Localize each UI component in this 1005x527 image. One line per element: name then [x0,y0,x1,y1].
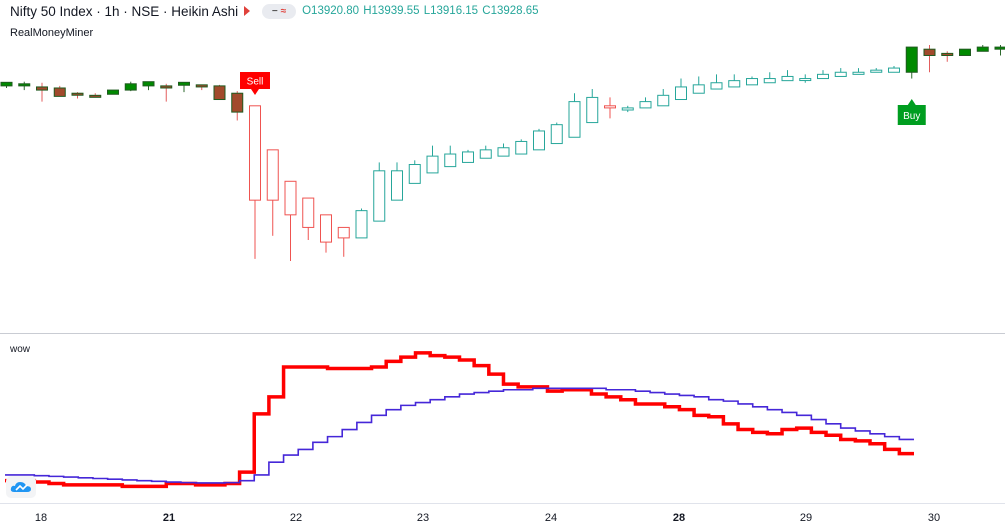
candle-body[interactable] [231,92,244,113]
candle-body[interactable] [195,84,208,88]
buy-label[interactable] [897,99,926,125]
study-source-label[interactable]: RealMoneyMiner [10,27,94,39]
candle-body[interactable] [408,164,421,184]
candle-body[interactable] [53,87,66,97]
candle-body[interactable] [799,78,812,82]
candle-body[interactable] [160,85,173,89]
close-label: C [482,5,491,17]
high-value: 13939.55 [371,5,420,17]
buy-label-text: Buy [903,111,920,122]
candle-body[interactable] [355,210,368,239]
chart-header: Nifty 50 Index · 1h · NSE · Heikin Ashi … [0,0,540,22]
x-tick-label: 30 [928,512,940,524]
x-tick-label: 23 [417,512,429,524]
close-value: 13928.65 [490,5,539,17]
candle-body[interactable] [391,170,403,201]
currency-toggle[interactable]: − ≈ [262,3,297,19]
candle-body[interactable] [302,197,315,228]
candle-body[interactable] [870,69,883,73]
candle-body[interactable] [426,155,439,174]
approx-icon: ≈ [280,5,287,17]
x-tick-label: 28 [673,512,685,524]
candle-body[interactable] [852,71,865,75]
open-label: O [302,5,312,17]
candle-body[interactable] [178,81,190,86]
candle-body[interactable] [533,130,545,151]
candle-body[interactable] [124,83,137,91]
x-tick-label: 22 [290,512,302,524]
low-label: L [423,5,431,17]
indicator-name[interactable]: wow [10,344,31,355]
candle-body[interactable] [675,86,687,101]
candle-body[interactable] [994,46,1005,50]
candle-body[interactable] [462,151,474,163]
candle-body[interactable] [692,84,705,94]
candle-body[interactable] [817,73,829,80]
candle-body[interactable] [586,96,599,124]
candle-body[interactable] [249,105,261,201]
candle-body[interactable] [941,52,954,56]
candle-body[interactable] [107,89,119,95]
minus-icon: − [271,5,278,17]
candle-body[interactable] [621,107,634,111]
candle-body[interactable] [36,86,48,91]
candle-body[interactable] [639,101,652,109]
candle-body[interactable] [746,78,758,86]
ohlc-readout: O13920.80 H13939.55 L13916.15 C13928.65 [302,5,539,17]
candle-body[interactable] [0,81,13,87]
x-tick-label: 24 [545,512,557,524]
candle-body[interactable] [71,92,84,96]
candle-body[interactable] [320,214,332,243]
candle-body[interactable] [976,46,989,52]
candle-body[interactable] [959,48,971,56]
candle-body[interactable] [266,149,279,201]
candle-body[interactable] [213,85,226,101]
candle-body[interactable] [781,75,794,82]
candle-body[interactable] [497,147,510,157]
candle-body[interactable] [604,105,616,109]
candle-body[interactable] [337,226,350,239]
candle-body[interactable] [373,170,386,222]
candle-body[interactable] [550,124,563,145]
candle-body[interactable] [834,71,847,77]
sell-label-text: Sell [247,77,264,88]
sell-label[interactable] [240,72,270,95]
candle-body[interactable] [710,82,723,90]
symbol-title[interactable]: Nifty 50 Index · 1h · NSE · Heikin Ashi [10,3,239,19]
candle-body[interactable] [515,140,528,155]
flag-icon[interactable] [244,6,251,16]
candle-body[interactable] [888,67,900,73]
x-tick-label: 29 [800,512,812,524]
candle-body[interactable] [89,94,102,98]
candle-body[interactable] [142,81,155,87]
candle-body[interactable] [905,46,918,73]
fast-line[interactable] [5,351,914,489]
candle-body[interactable] [444,153,457,168]
open-value: 13920.80 [311,5,360,17]
candle-body[interactable] [284,180,297,216]
high-label: H [363,5,372,17]
slow-line[interactable] [5,387,914,484]
x-tick-label: 18 [35,512,47,524]
tradingview-logo[interactable] [6,476,36,498]
candle-body[interactable] [568,101,581,138]
candle-body[interactable] [657,94,670,107]
cloud-icon [10,482,32,492]
low-value: 13916.15 [430,5,479,17]
candle-body[interactable] [763,78,776,84]
candle-body[interactable] [18,83,31,87]
candle-body[interactable] [479,149,492,159]
x-tick-label: 21 [163,512,175,524]
candle-body[interactable] [728,80,741,88]
candle-body[interactable] [923,48,936,56]
